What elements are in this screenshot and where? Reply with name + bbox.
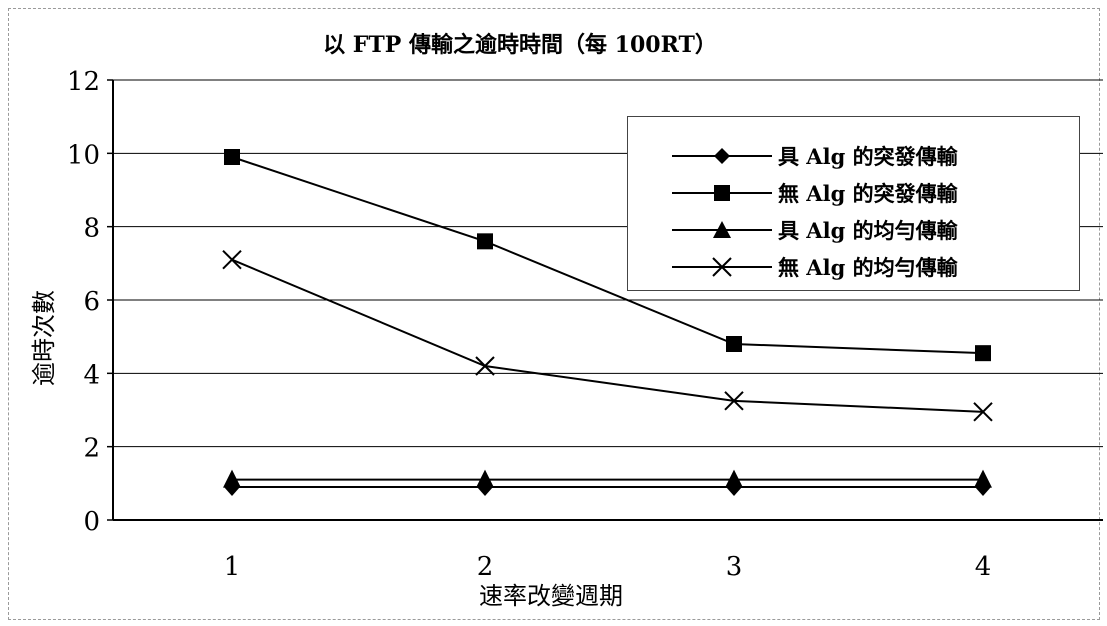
legend-x-marker (672, 257, 772, 277)
legend-item-2: 具 Alg 的均勻傳輸 (628, 213, 1078, 247)
x-tick-label: 1 (224, 552, 241, 582)
x-tick-label: 3 (726, 552, 743, 582)
x-tick-label: 2 (477, 552, 494, 582)
legend: 具 Alg 的突發傳輸 無 Alg 的突發傳輸 具 Alg 的均勻傳輸 無 Al… (627, 116, 1080, 291)
chart-title: 以 FTP 傳輸之逾時時間（每 100RT） (323, 32, 717, 58)
y-tick-label: 2 (83, 434, 100, 464)
data-point-triangle (725, 469, 743, 488)
data-point-x (475, 356, 495, 376)
y-tick-label: 12 (67, 67, 100, 97)
legend-label: 無 Alg 的突發傳輸 (778, 181, 958, 206)
legend-diamond-marker (672, 148, 772, 164)
data-point-square (477, 233, 493, 250)
legend-label: 具 Alg 的突發傳輸 (778, 144, 958, 169)
legend-item-0: 具 Alg 的突發傳輸 (628, 139, 1078, 173)
x-tick-label: 4 (975, 552, 992, 582)
y-tick-label: 6 (83, 287, 100, 317)
data-point-triangle (476, 469, 494, 488)
data-point-square (224, 149, 240, 165)
data-point-x (973, 402, 993, 422)
data-point-square (726, 336, 742, 352)
series-line-x (231, 258, 984, 413)
y-tick-label: 10 (67, 140, 100, 170)
legend-square-marker (672, 185, 772, 201)
legend-item-1: 無 Alg 的突發傳輸 (628, 176, 1078, 210)
series-line-square (231, 156, 984, 355)
data-point-x (724, 391, 744, 411)
y-tick-label: 8 (83, 214, 100, 244)
legend-label: 無 Alg 的均勻傳輸 (778, 255, 958, 280)
y-tick-label: 4 (83, 360, 100, 390)
legend-item-3: 無 Alg 的均勻傳輸 (628, 250, 1078, 284)
chart-frame (8, 8, 1100, 620)
y-axis-label: 逾時次數 (30, 290, 58, 386)
y-tick-label: 0 (83, 507, 100, 537)
legend-triangle-marker (672, 221, 772, 238)
data-point-x (222, 249, 242, 270)
data-point-square (975, 345, 991, 362)
legend-label: 具 Alg 的均勻傳輸 (778, 218, 958, 243)
x-axis-label: 速率改變週期 (479, 582, 623, 610)
data-point-triangle (974, 469, 992, 488)
data-point-triangle (223, 469, 241, 488)
